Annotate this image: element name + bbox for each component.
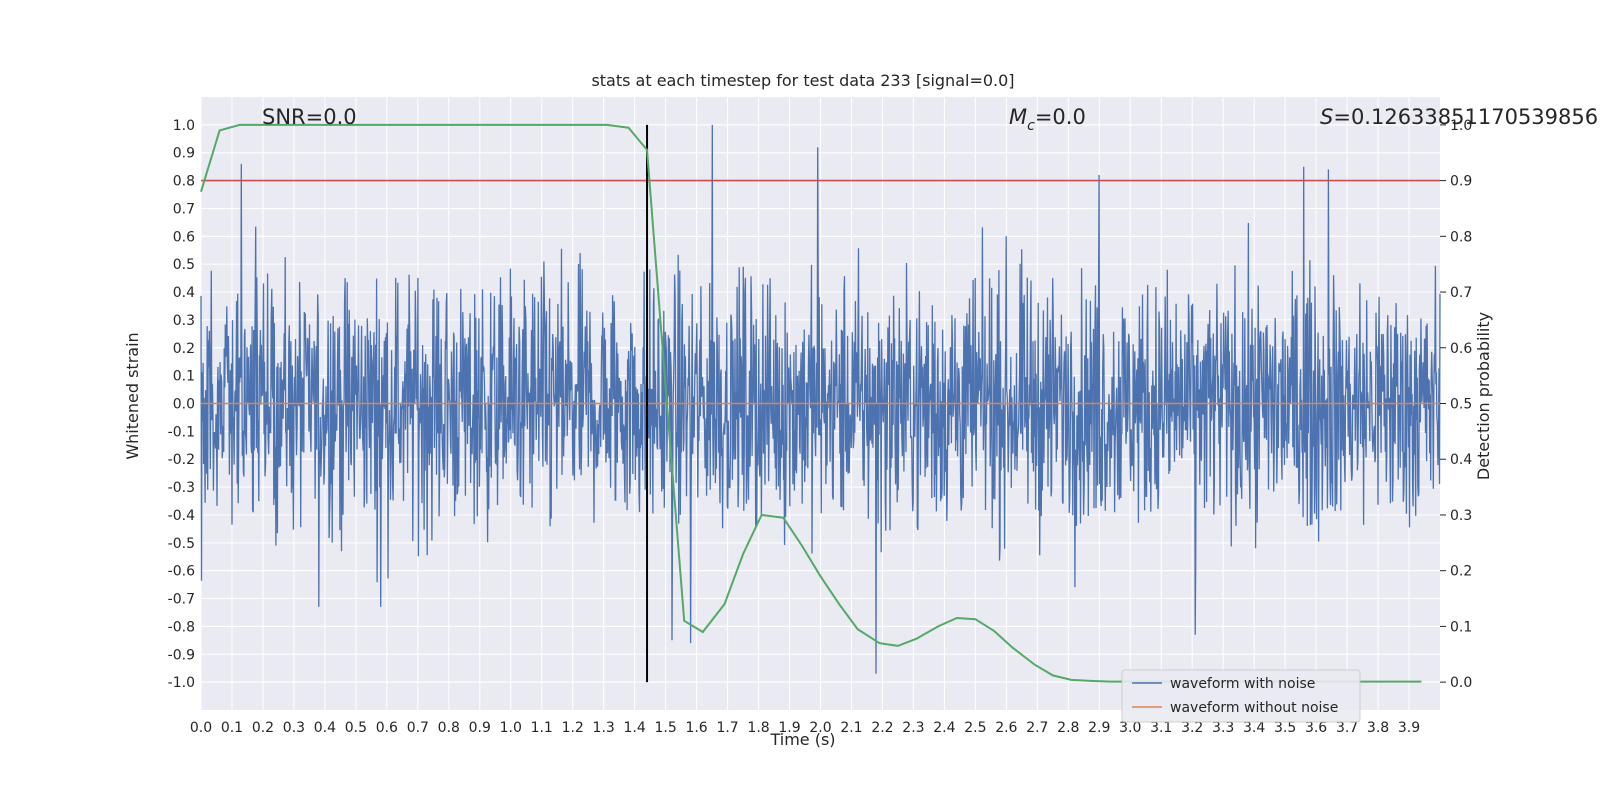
y-tick-label: 0.6: [173, 229, 195, 245]
y2-tick-label: 0.8: [1450, 229, 1472, 245]
x-tick-label: 1.0: [500, 720, 522, 736]
x-tick-label: 0.6: [376, 720, 398, 736]
x-tick-label: 0.7: [407, 720, 429, 736]
chirp-mass-annotation: Mc=0.0: [1009, 105, 1086, 134]
x-tick-label: 1.7: [716, 720, 738, 736]
x-tick-label: 1.8: [747, 720, 769, 736]
x-tick-label: 2.1: [840, 720, 862, 736]
x-tick-label: 3.0: [1119, 720, 1141, 736]
score-annotation: S=0.12633851170539856: [1320, 105, 1598, 129]
x-tick-label: 0.5: [345, 720, 367, 736]
score-value: =0.12633851170539856: [1333, 105, 1598, 129]
x-tick-label: 3.8: [1367, 720, 1389, 736]
y-tick-label: 0.4: [173, 285, 195, 301]
x-tick-label: 1.5: [654, 720, 676, 736]
x-tick-label: 1.4: [624, 720, 646, 736]
x-tick-label: 2.0: [809, 720, 831, 736]
x-tick-label: 0.8: [438, 720, 460, 736]
x-tick-label: 0.9: [469, 720, 491, 736]
x-tick-label: 2.7: [1026, 720, 1048, 736]
legend-label-noise: waveform with noise: [1170, 676, 1315, 692]
y2-tick-labels: 1.0 0.9 0.8 0.7 0.6 0.5 0.4 0.3 0.2 0.1 0.0: [1440, 118, 1472, 691]
snr-annotation: SNR=0.0: [262, 105, 357, 129]
y-tick-label: 0.0: [173, 397, 195, 413]
x-tick-label: 1.3: [593, 720, 615, 736]
y2-tick-label: 1.0: [1450, 118, 1472, 134]
x-axis-label: Time (s): [769, 730, 835, 749]
y-tick-label: 0.3: [173, 313, 195, 329]
y-tick-label: -0.9: [168, 647, 195, 663]
x-tick-labels: 0.0 0.1 0.2 0.3 0.4 0.5 0.6 0.7 0.8 0.9 1.0 1.1 1.2 1…: [190, 720, 1420, 736]
y2-tick-label: 0.2: [1450, 564, 1472, 580]
y-tick-label: 0.1: [173, 369, 195, 385]
x-tick-label: 1.2: [562, 720, 584, 736]
y-tick-label: -0.8: [168, 619, 195, 635]
y2-tick-label: 0.5: [1450, 397, 1472, 413]
y2-tick-label: 0.9: [1450, 174, 1472, 190]
y-tick-label: 0.8: [173, 174, 195, 190]
x-tick-label: 2.2: [871, 720, 893, 736]
x-tick-label: 1.1: [531, 720, 553, 736]
x-tick-label: 0.1: [221, 720, 243, 736]
chirp-mass-value: =0.0: [1035, 105, 1086, 129]
x-tick-label: 0.0: [190, 720, 212, 736]
y-tick-label: 0.9: [173, 146, 195, 162]
y-axis-label: Whitened strain: [123, 332, 142, 459]
y2-tick-label: 0.6: [1450, 341, 1472, 357]
y-tick-label: -0.4: [168, 508, 195, 524]
y-tick-label: 0.2: [173, 341, 195, 357]
x-tick-label: 3.4: [1243, 720, 1265, 736]
y-tick-label: -0.5: [168, 536, 195, 552]
x-tick-label: 3.7: [1336, 720, 1358, 736]
y-tick-labels: 1.0 0.9 0.8 0.7 0.6 0.5 0.4 0.3 0.2 0.1 0.0 -0.1 -0.…: [168, 118, 195, 691]
legend: waveform with noise waveform without noi…: [1121, 669, 1361, 723]
y-tick-label: -1.0: [168, 675, 195, 691]
x-tick-label: 1.9: [778, 720, 800, 736]
y-tick-label: -0.2: [168, 452, 195, 468]
score-symbol: S: [1320, 105, 1333, 129]
x-tick-label: 3.9: [1398, 720, 1420, 736]
y-tick-label: -0.6: [168, 564, 195, 580]
x-tick-label: 2.5: [964, 720, 986, 736]
chirp-mass-symbol: M: [1009, 105, 1027, 129]
x-tick-label: 3.6: [1305, 720, 1327, 736]
y-tick-label: -0.3: [168, 480, 195, 496]
y2-tick-label: 0.7: [1450, 285, 1472, 301]
x-tick-label: 2.4: [933, 720, 955, 736]
y-tick-label: 1.0: [173, 118, 195, 134]
legend-box: [1121, 669, 1361, 723]
y-tick-label: -0.7: [168, 592, 195, 608]
x-tick-label: 2.8: [1057, 720, 1079, 736]
legend-label-clean: waveform without noise: [1170, 700, 1338, 716]
y2-tick-label: 0.4: [1450, 452, 1472, 468]
x-tick-label: 2.3: [902, 720, 924, 736]
y2-tick-label: 0.1: [1450, 619, 1472, 635]
y-tick-label: 0.5: [173, 257, 195, 273]
x-tick-label: 0.2: [252, 720, 274, 736]
y2-tick-label: 0.3: [1450, 508, 1472, 524]
y2-axis-label: Detection probability: [1474, 312, 1493, 480]
x-tick-label: 1.6: [685, 720, 707, 736]
x-tick-label: 0.3: [283, 720, 305, 736]
chart-title: stats at each timestep for test data 233…: [591, 71, 1014, 90]
x-tick-label: 2.6: [995, 720, 1017, 736]
x-tick-label: 3.3: [1212, 720, 1234, 736]
x-tick-label: 0.4: [314, 720, 336, 736]
x-tick-label: 3.5: [1274, 720, 1296, 736]
y-tick-label: 0.7: [173, 201, 195, 217]
x-tick-label: 2.9: [1088, 720, 1110, 736]
chirp-mass-subscript: c: [1027, 118, 1035, 134]
x-tick-label: 3.2: [1181, 720, 1203, 736]
x-tick-label: 3.1: [1150, 720, 1172, 736]
y-tick-label: -0.1: [168, 424, 195, 440]
y2-tick-label: 0.0: [1450, 675, 1472, 691]
